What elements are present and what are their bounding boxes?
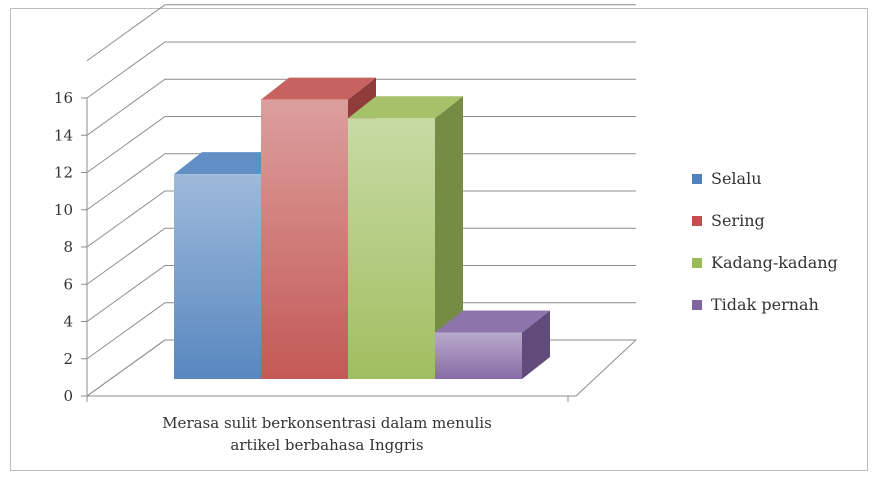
- bar-top: [174, 152, 289, 175]
- bar-front: [348, 118, 435, 379]
- gridline: [86, 227, 636, 285]
- legend-item: Selalu: [692, 169, 762, 188]
- gridline: [86, 190, 636, 248]
- legend-item: Sering: [692, 211, 765, 230]
- bar-side: [522, 310, 550, 379]
- bar-top: [348, 96, 463, 119]
- legend-label: Kadang-kadang: [711, 253, 838, 272]
- gridline: [86, 41, 636, 99]
- legend: Selalu Sering Kadang-kadang Tidak pernah: [692, 169, 838, 314]
- bar-front: [174, 174, 261, 379]
- y-tick-label: 14: [54, 126, 73, 144]
- gridline: [86, 302, 636, 360]
- gridline: [86, 153, 636, 211]
- y-tick-label: 4: [63, 313, 73, 331]
- y-axis-ticks: 0 2 4 6 8 10 12 14 16: [54, 89, 87, 405]
- gridline: [86, 78, 636, 136]
- bar-top: [261, 77, 376, 100]
- bars: [174, 77, 550, 379]
- bar-front: [261, 99, 348, 379]
- legend-swatch: [692, 258, 702, 268]
- legend-label: Tidak pernah: [711, 295, 819, 314]
- bar-side: [435, 96, 463, 379]
- gridline: [86, 4, 636, 62]
- gridline: [86, 116, 636, 173]
- gridline: [86, 265, 636, 322]
- bar-tidak-pernah: [435, 310, 550, 379]
- legend-label: Selalu: [711, 169, 762, 188]
- category-label-line: artikel berbahasa Inggris: [230, 436, 423, 454]
- bar-top: [435, 310, 550, 333]
- y-tick-label: 12: [54, 164, 73, 182]
- x-axis-category-label: Merasa sulit berkonsentrasi dalam menuli…: [162, 414, 492, 454]
- legend-swatch: [692, 300, 702, 310]
- y-tick-label: 6: [63, 275, 73, 293]
- legend-swatch: [692, 216, 702, 226]
- legend-item: Tidak pernah: [692, 295, 819, 314]
- y-tick-label: 2: [63, 350, 73, 368]
- category-label-line: Merasa sulit berkonsentrasi dalam menuli…: [162, 414, 492, 432]
- y-tick-label: 0: [63, 387, 73, 405]
- legend-item: Kadang-kadang: [692, 253, 838, 272]
- bar-front: [435, 332, 522, 379]
- y-tick-label: 10: [54, 201, 73, 219]
- bar-kadang-kadang: [348, 96, 463, 379]
- legend-swatch: [692, 174, 702, 184]
- y-tick-label: 16: [54, 89, 73, 107]
- y-tick-label: 8: [63, 238, 73, 256]
- legend-label: Sering: [711, 211, 765, 230]
